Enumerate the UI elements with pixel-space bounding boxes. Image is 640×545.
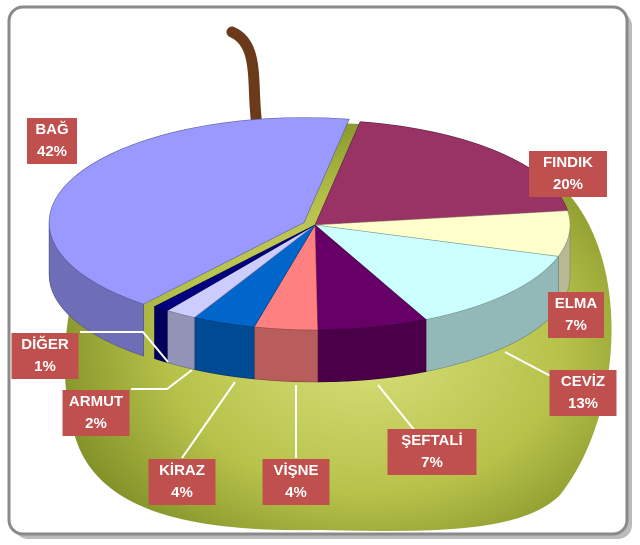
value-label: 7% (421, 454, 443, 471)
category-label: DİĞER (21, 335, 69, 353)
value-label: 20% (553, 176, 583, 193)
category-label: ŞEFTALİ (401, 432, 462, 449)
value-label: 7% (565, 317, 587, 334)
slice-side (167, 311, 194, 370)
slice-side (194, 318, 254, 379)
value-label: 1% (34, 358, 56, 375)
category-label: ARMUT (69, 393, 123, 410)
value-label: 13% (568, 395, 598, 412)
category-label: ELMA (555, 295, 598, 312)
value-label: 2% (85, 415, 107, 432)
page: {"chart_data": {"type": "pie", "categori… (0, 0, 640, 545)
value-label: 4% (171, 484, 193, 501)
value-label: 42% (37, 143, 67, 160)
value-label: 4% (285, 484, 307, 501)
pie (49, 118, 570, 382)
category-label: BAĞ (35, 120, 68, 138)
category-label: FINDIK (543, 154, 593, 171)
slice-side (254, 327, 317, 382)
category-label: VİŞNE (273, 462, 318, 479)
category-label: KİRAZ (159, 462, 205, 479)
category-label: CEVİZ (561, 373, 605, 390)
chart: BAĞ 42% FINDIK 20% ELMA 7% CEVİZ 13% ŞEFTALİ 7% Vİ… (0, 0, 640, 545)
